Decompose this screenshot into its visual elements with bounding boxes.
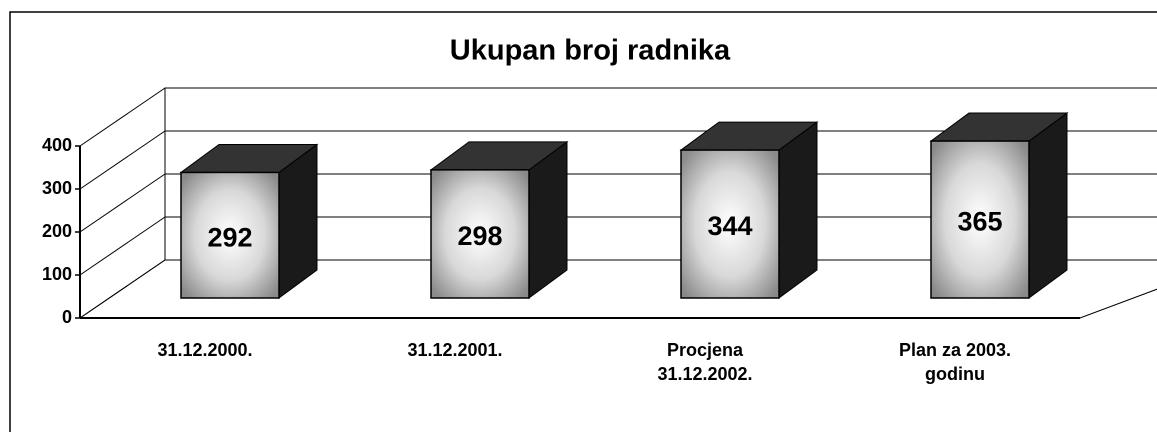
y-tick-label: 300 [42,178,72,198]
y-tick-label: 400 [42,135,72,155]
chart-frame [9,11,1157,432]
bar-side [778,121,818,299]
value-label: 298 [457,221,502,251]
bar-side [1028,112,1068,299]
value-label: 365 [957,207,1002,237]
grid-line [79,87,166,147]
x-tick-label: Procjena 31.12.2002. [657,340,753,384]
bar [180,171,280,299]
bar [680,149,780,299]
grid-line [79,259,166,319]
bar [930,140,1030,299]
x-tick-label: Plan za 2003. godinu [898,340,1012,384]
x-tick-label: 31.12.2000. [157,340,253,360]
grid-line [79,173,166,233]
grid-line [79,216,166,276]
x-tick-label: 31.12.2001. [407,340,503,360]
grid-line [79,130,166,190]
y-tick-label: 0 [62,307,72,327]
value-label: 344 [707,211,752,241]
y-tick-label: 200 [42,221,72,241]
bar [430,169,530,299]
value-label: 292 [207,222,252,252]
chart-title: Ukupan broj radnika [450,35,731,67]
y-tick-label: 100 [42,264,72,284]
